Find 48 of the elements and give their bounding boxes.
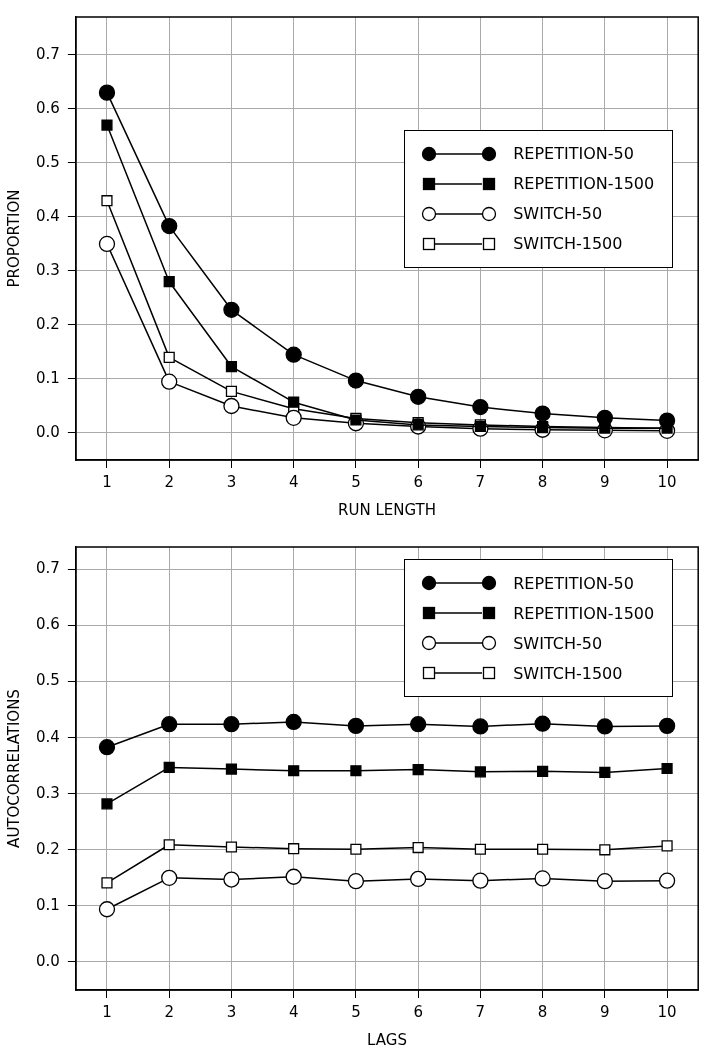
legend-label: SWITCH-50 [513,204,603,223]
x-tick-label: 4 [288,1002,299,1021]
x-axis-title: RUN LENGTH [338,500,437,519]
y-tick-label: 0.4 [36,206,60,225]
x-tick-label: 8 [537,472,548,491]
x-tick-label: 4 [288,472,299,491]
x-tick-label: 1 [102,472,112,491]
y-tick-label: 0.5 [36,152,60,171]
x-tick-label: 7 [475,472,486,491]
x-axis-title: LAGS [367,1030,407,1049]
x-tick-label: 3 [226,472,237,491]
x-tick-label: 6 [413,472,423,491]
y-axis-title: PROPORTION [4,189,23,288]
legend-label: REPETITION-1500 [513,174,655,193]
y-tick-label: 0.0 [36,422,60,441]
x-tick-label: 6 [413,1002,423,1021]
y-tick-label: 0.1 [36,368,60,387]
x-tick-label: 7 [475,1002,486,1021]
y-tick-label: 0.3 [36,260,60,279]
y-tick-label: 0.6 [36,98,60,117]
x-tick-label: 2 [164,1002,174,1021]
x-tick-label: 9 [600,1002,610,1021]
legend-label: SWITCH-1500 [513,234,623,253]
legend-label: SWITCH-1500 [513,663,623,683]
x-tick-label: 3 [226,1002,237,1021]
y-tick-label: 0.2 [36,314,60,333]
x-tick-label: 9 [600,472,610,491]
legend-label: REPETITION-50 [513,144,634,163]
y-tick-label: 0.0 [36,951,60,970]
x-tick-label: 5 [351,1002,361,1021]
legend-label: REPETITION-1500 [513,603,655,623]
y-axis-title: AUTOCORRELATIONS [4,689,23,848]
legend-label: SWITCH-50 [513,633,603,653]
legend-label: REPETITION-50 [513,573,634,593]
y-tick-label: 0.6 [36,615,60,634]
y-tick-label: 0.2 [36,839,60,858]
x-tick-label: 2 [164,472,174,491]
y-tick-label: 0.5 [36,671,60,690]
x-tick-label: 10 [657,1002,677,1021]
x-tick-label: 5 [351,472,361,491]
x-tick-label: 1 [102,1002,112,1021]
y-tick-label: 0.4 [36,727,60,746]
y-tick-label: 0.3 [36,783,60,802]
y-tick-label: 0.7 [36,44,60,63]
y-tick-label: 0.1 [36,895,60,914]
x-tick-label: 10 [657,472,677,491]
y-tick-label: 0.7 [36,559,60,578]
x-tick-label: 8 [537,1002,548,1021]
